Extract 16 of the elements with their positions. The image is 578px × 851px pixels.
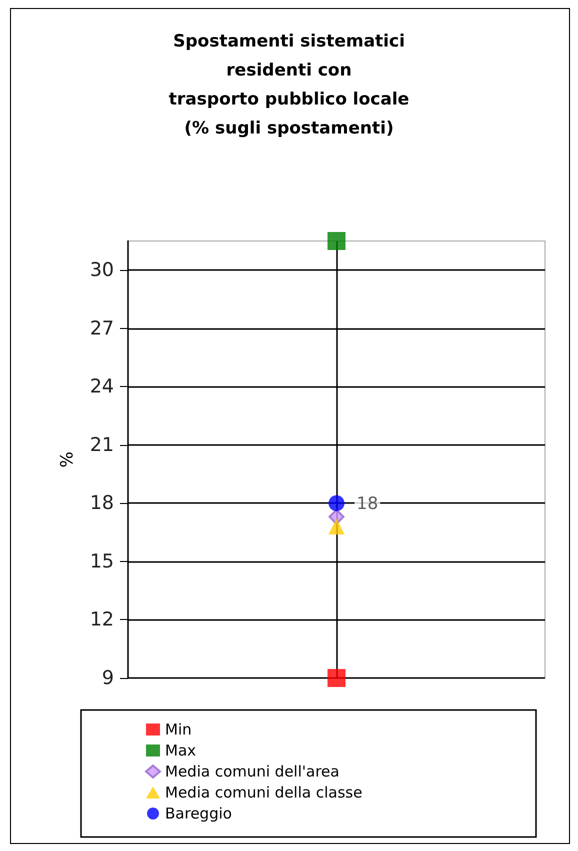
y-tick-label: 30 bbox=[90, 259, 114, 282]
legend-label: Bareggio bbox=[165, 804, 232, 822]
y-tick-label: 27 bbox=[90, 317, 114, 340]
chart-title: Spostamenti sistematici residenti con trasporto pubblico locale (% sugli spostamenti) bbox=[168, 32, 410, 138]
legend-label: Media comuni dell'area bbox=[165, 762, 340, 780]
y-tick-label: 15 bbox=[90, 550, 114, 572]
y-tick-label: 9 bbox=[102, 667, 114, 689]
y-axis-title: % bbox=[58, 451, 78, 468]
y-tick-label: 24 bbox=[90, 376, 114, 398]
y-tick-label: 21 bbox=[90, 434, 114, 456]
data-label: 18 bbox=[356, 494, 378, 514]
legend-label: Media comuni della classe bbox=[165, 784, 362, 802]
y-tick-label: 18 bbox=[90, 492, 114, 514]
y-tick-label: 12 bbox=[90, 608, 114, 631]
legend-label: Max bbox=[165, 742, 196, 760]
legend-label: Min bbox=[165, 720, 192, 738]
